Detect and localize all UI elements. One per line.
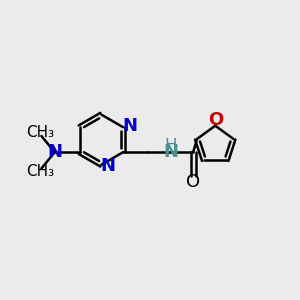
Text: CH₃: CH₃ [26,164,54,179]
Text: O: O [186,173,200,191]
Text: N: N [100,157,116,175]
Text: H: H [165,137,177,155]
Text: N: N [164,143,178,161]
Text: CH₃: CH₃ [26,125,54,140]
Text: N: N [47,143,62,161]
Text: O: O [208,111,223,129]
Text: N: N [122,117,137,135]
